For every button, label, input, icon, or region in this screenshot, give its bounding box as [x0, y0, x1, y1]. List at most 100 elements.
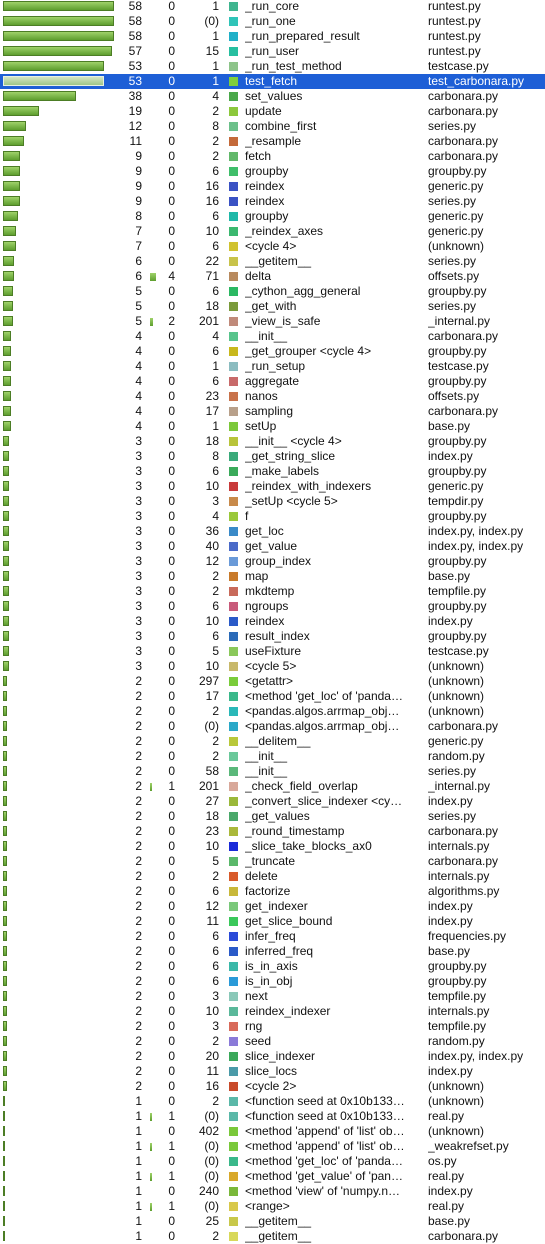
function-row[interactable]: 6 0 22 __getitem__ series.py: [0, 254, 545, 269]
function-row[interactable]: 1 0 25 __getitem__ base.py: [0, 1214, 545, 1229]
function-row[interactable]: 2 0 2 seed random.py: [0, 1034, 545, 1049]
function-row[interactable]: 2 0 17 <method 'get_loc' of 'panda… (unknown…: [0, 689, 545, 704]
function-row[interactable]: 9 0 16 reindex generic.py: [0, 179, 545, 194]
function-row[interactable]: 4 0 1 setUp base.py: [0, 419, 545, 434]
line-count: 11: [206, 914, 219, 928]
function-row[interactable]: 2 0 5 _truncate carbonara.py: [0, 854, 545, 869]
function-row[interactable]: 3 0 12 group_index groupby.py: [0, 554, 545, 569]
function-row[interactable]: 3 0 10 reindex index.py: [0, 614, 545, 629]
function-row[interactable]: 2 0 11 slice_locs index.py: [0, 1064, 545, 1079]
function-row[interactable]: 2 0 58 __init__ series.py: [0, 764, 545, 779]
function-row[interactable]: 2 0 11 get_slice_bound index.py: [0, 914, 545, 929]
function-row[interactable]: 2 0 20 slice_indexer index.py, index.py: [0, 1049, 545, 1064]
subcalls-count: 0: [168, 644, 175, 658]
function-row[interactable]: 2 0 3 rng tempfile.py: [0, 1019, 545, 1034]
function-row[interactable]: 2 0 10 reindex_indexer internals.py: [0, 1004, 545, 1019]
line-count: 23: [205, 389, 219, 403]
function-row[interactable]: 9 0 16 reindex series.py: [0, 194, 545, 209]
color-swatch-icon: [229, 1082, 238, 1091]
function-row[interactable]: 58 0 1 _run_prepared_result runtest.py: [0, 29, 545, 44]
function-row[interactable]: 2 0 16 <cycle 2> (unknown): [0, 1079, 545, 1094]
calls-bar: [3, 421, 11, 431]
function-row[interactable]: 38 0 4 set_values carbonara.py: [0, 89, 545, 104]
function-row[interactable]: 1 1 (0) <method 'append' of 'list' ob… _weak…: [0, 1139, 545, 1154]
function-row[interactable]: 4 0 6 _get_grouper <cycle 4> groupby.py: [0, 344, 545, 359]
function-row[interactable]: 3 0 18 __init__ <cycle 4> groupby.py: [0, 434, 545, 449]
function-row[interactable]: 7 0 10 _reindex_axes generic.py: [0, 224, 545, 239]
subcalls-count: 0: [168, 194, 175, 208]
function-row[interactable]: 2 0 10 _slice_take_blocks_ax0 internals.py: [0, 839, 545, 854]
function-row[interactable]: 1 1 (0) <function seed at 0x10b133… real.py: [0, 1109, 545, 1124]
function-row[interactable]: 5 0 18 _get_with series.py: [0, 299, 545, 314]
function-row[interactable]: 3 0 6 result_index groupby.py: [0, 629, 545, 644]
function-row[interactable]: 12 0 8 combine_first series.py: [0, 119, 545, 134]
function-row[interactable]: 3 0 10 _reindex_with_indexers generic.py: [0, 479, 545, 494]
function-row[interactable]: 2 0 3 next tempfile.py: [0, 989, 545, 1004]
function-row[interactable]: 3 0 6 _make_labels groupby.py: [0, 464, 545, 479]
function-row[interactable]: 3 0 2 mkdtemp tempfile.py: [0, 584, 545, 599]
function-row[interactable]: 1 0 402 <method 'append' of 'list' ob… (unkn…: [0, 1124, 545, 1139]
function-row[interactable]: 9 0 2 fetch carbonara.py: [0, 149, 545, 164]
function-row[interactable]: 2 0 6 is_in_axis groupby.py: [0, 959, 545, 974]
function-row[interactable]: 2 0 23 _round_timestamp carbonara.py: [0, 824, 545, 839]
calls-bar: [3, 91, 76, 101]
function-row[interactable]: 57 0 15 _run_user runtest.py: [0, 44, 545, 59]
subcalls-bar: [150, 1203, 152, 1211]
function-row[interactable]: 2 0 6 inferred_freq base.py: [0, 944, 545, 959]
function-row[interactable]: 5 2 201 _view_is_safe _internal.py: [0, 314, 545, 329]
calls-count: 2: [135, 1034, 142, 1048]
function-row[interactable]: 3 0 6 ngroups groupby.py: [0, 599, 545, 614]
function-row[interactable]: 3 0 8 _get_string_slice index.py: [0, 449, 545, 464]
function-row[interactable]: 53 0 1 _run_test_method testcase.py: [0, 59, 545, 74]
function-row[interactable]: 3 0 3 _setUp <cycle 5> tempdir.py: [0, 494, 545, 509]
function-row[interactable]: 2 0 2 <pandas.algos.arrmap_obj… (unknown): [0, 704, 545, 719]
function-row[interactable]: 2 0 27 _convert_slice_indexer <cy… index.py: [0, 794, 545, 809]
function-row[interactable]: 1 0 2 __getitem__ carbonara.py: [0, 1229, 545, 1244]
function-row[interactable]: 7 0 6 <cycle 4> (unknown): [0, 239, 545, 254]
function-row[interactable]: 1 0 2 <function seed at 0x10b133… (unknown): [0, 1094, 545, 1109]
function-name: reindex: [245, 179, 285, 193]
function-row[interactable]: 3 0 36 get_loc index.py, index.py: [0, 524, 545, 539]
function-row[interactable]: 2 0 6 infer_freq frequencies.py: [0, 929, 545, 944]
function-row[interactable]: 2 0 6 is_in_obj groupby.py: [0, 974, 545, 989]
function-row[interactable]: 2 0 2 __init__ random.py: [0, 749, 545, 764]
function-row[interactable]: 5 0 6 _cython_agg_general groupby.py: [0, 284, 545, 299]
function-row[interactable]: 53 0 1 test_fetch test_carbonara.py: [0, 74, 545, 89]
function-row[interactable]: 1 0 240 <method 'view' of 'numpy.n… index.py: [0, 1184, 545, 1199]
function-row[interactable]: 2 0 18 _get_values series.py: [0, 809, 545, 824]
calls-bar: [3, 601, 9, 611]
function-row[interactable]: 3 0 4 f groupby.py: [0, 509, 545, 524]
line-count: 1: [212, 74, 219, 88]
function-row[interactable]: 3 0 5 useFixture testcase.py: [0, 644, 545, 659]
function-row[interactable]: 2 1 201 _check_field_overlap _internal.py: [0, 779, 545, 794]
function-name: _run_user: [245, 44, 300, 58]
function-row[interactable]: 3 0 10 <cycle 5> (unknown): [0, 659, 545, 674]
function-row[interactable]: 11 0 2 _resample carbonara.py: [0, 134, 545, 149]
function-row[interactable]: 4 0 6 aggregate groupby.py: [0, 374, 545, 389]
function-row[interactable]: 1 1 (0) <range> real.py: [0, 1199, 545, 1214]
function-row[interactable]: 6 4 71 delta offsets.py: [0, 269, 545, 284]
function-row[interactable]: 58 0 1 _run_core runtest.py: [0, 0, 545, 14]
calls-bar: [3, 946, 7, 956]
function-row[interactable]: 9 0 6 groupby groupby.py: [0, 164, 545, 179]
function-row[interactable]: 2 0 12 get_indexer index.py: [0, 899, 545, 914]
function-row[interactable]: 3 0 2 map base.py: [0, 569, 545, 584]
function-row[interactable]: 2 0 (0) <pandas.algos.arrmap_obj… carbonara.…: [0, 719, 545, 734]
function-row[interactable]: 1 1 (0) <method 'get_value' of 'pan… real.py: [0, 1169, 545, 1184]
function-row[interactable]: 2 0 2 delete internals.py: [0, 869, 545, 884]
function-row[interactable]: 4 0 1 _run_setup testcase.py: [0, 359, 545, 374]
function-row[interactable]: 58 0 (0) _run_one runtest.py: [0, 14, 545, 29]
function-row[interactable]: 2 0 2 __delitem__ generic.py: [0, 734, 545, 749]
function-row[interactable]: 19 0 2 update carbonara.py: [0, 104, 545, 119]
function-row[interactable]: 8 0 6 groupby generic.py: [0, 209, 545, 224]
function-row[interactable]: 4 0 23 nanos offsets.py: [0, 389, 545, 404]
function-row[interactable]: 3 0 40 get_value index.py, index.py: [0, 539, 545, 554]
function-row[interactable]: 2 0 297 <getattr> (unknown): [0, 674, 545, 689]
function-row[interactable]: 1 0 (0) <method 'get_loc' of 'panda… os.py: [0, 1154, 545, 1169]
function-row[interactable]: 4 0 17 sampling carbonara.py: [0, 404, 545, 419]
function-name: slice_locs: [245, 1064, 298, 1078]
calls-bar: [3, 496, 9, 506]
function-row[interactable]: 2 0 6 factorize algorithms.py: [0, 884, 545, 899]
function-row[interactable]: 4 0 4 __init__ carbonara.py: [0, 329, 545, 344]
file-name: (unknown): [428, 674, 485, 688]
